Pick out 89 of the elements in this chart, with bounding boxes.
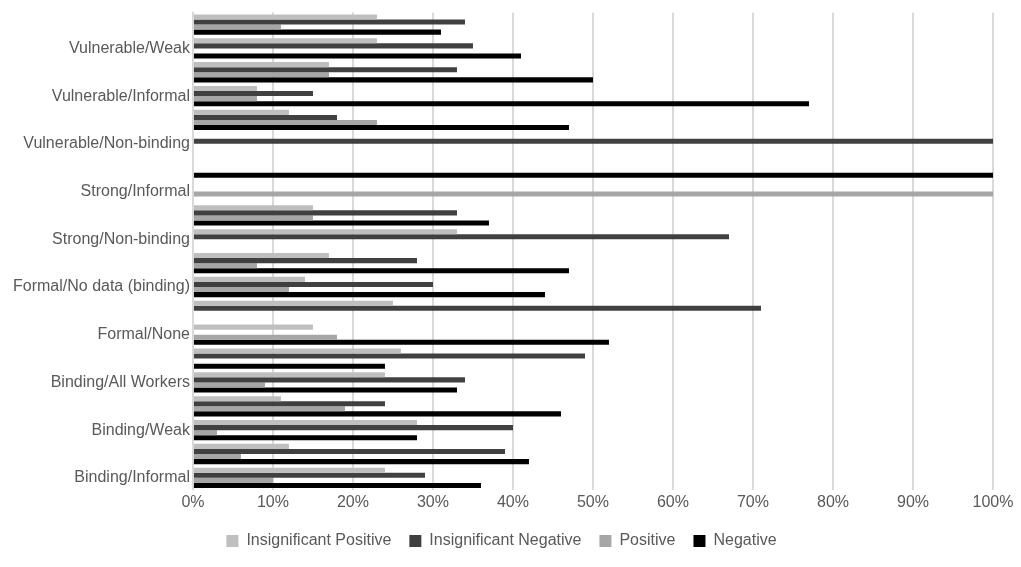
bar xyxy=(193,454,241,460)
bar xyxy=(193,348,401,354)
bar xyxy=(193,229,457,235)
y-tick-label: Formal/No data (binding) xyxy=(13,277,190,295)
bar xyxy=(193,109,289,115)
x-tick-label: 50% xyxy=(576,492,609,510)
bar xyxy=(193,263,257,269)
bar xyxy=(193,382,265,388)
legend-label: Insignificant Positive xyxy=(246,531,392,549)
y-tick-label: Strong/Informal xyxy=(80,181,190,199)
bar xyxy=(193,406,345,412)
bar xyxy=(193,43,473,49)
bar xyxy=(193,477,273,483)
bar xyxy=(193,205,313,211)
legend-label: Negative xyxy=(713,531,777,549)
bar xyxy=(193,281,433,287)
bar xyxy=(193,172,993,178)
bar xyxy=(193,191,993,197)
bar xyxy=(193,396,281,402)
x-tick-label: 10% xyxy=(256,492,289,510)
x-tick-label: 100% xyxy=(972,492,1014,510)
bar xyxy=(193,19,465,25)
bar xyxy=(193,91,313,97)
bar xyxy=(193,372,385,378)
bar xyxy=(193,459,529,465)
bar xyxy=(193,292,545,298)
y-tick-label: Vulnerable/Non-binding xyxy=(23,134,190,152)
x-tick-label: 70% xyxy=(736,492,770,510)
bar xyxy=(193,252,329,259)
bar xyxy=(193,448,505,455)
bar xyxy=(193,125,569,131)
bar xyxy=(193,72,329,78)
bar xyxy=(193,258,417,264)
y-tick-label: Vulnerable/Informal xyxy=(51,86,190,104)
bar xyxy=(193,435,417,441)
bar xyxy=(193,215,313,221)
bar xyxy=(193,411,561,417)
bar xyxy=(193,339,609,345)
x-tick-label: 60% xyxy=(656,492,689,510)
bar xyxy=(193,101,809,107)
x-tick-label: 40% xyxy=(496,492,529,510)
bar xyxy=(193,377,465,383)
bar xyxy=(193,14,377,20)
bar xyxy=(193,62,329,68)
bar xyxy=(193,24,281,30)
bar xyxy=(193,286,289,293)
bar xyxy=(193,276,305,282)
y-tick-label: Binding/All Workers xyxy=(50,372,190,390)
bar xyxy=(193,300,393,306)
bar xyxy=(193,324,313,330)
bar xyxy=(193,210,457,216)
x-tick-label: 90% xyxy=(896,492,930,510)
legend-label: Positive xyxy=(619,531,676,549)
bar xyxy=(193,305,761,311)
bar xyxy=(193,472,425,478)
bar xyxy=(193,467,385,473)
bar xyxy=(193,220,489,226)
bar xyxy=(193,420,417,426)
bar xyxy=(193,38,377,44)
x-tick-label: 20% xyxy=(336,492,369,510)
bar xyxy=(193,96,257,102)
bar xyxy=(193,29,441,35)
y-tick-label: Strong/Non-binding xyxy=(52,229,190,247)
bar xyxy=(193,401,385,407)
bar xyxy=(193,138,993,144)
bar xyxy=(193,53,521,59)
legend-label: Insignificant Negative xyxy=(429,531,582,549)
bar xyxy=(193,119,377,126)
x-tick-label: 80% xyxy=(816,492,850,510)
bar xyxy=(193,425,513,431)
y-tick-label: Vulnerable/Weak xyxy=(69,38,191,56)
bar xyxy=(193,353,585,359)
y-tick-label: Formal/None xyxy=(97,325,191,343)
bar xyxy=(193,234,729,240)
y-tick-label: Binding/Weak xyxy=(91,420,191,438)
x-tick-label: 30% xyxy=(416,492,449,510)
x-tick-label: 0% xyxy=(181,492,205,510)
bar xyxy=(193,268,569,274)
bar xyxy=(193,387,457,393)
bar xyxy=(193,114,337,120)
bar xyxy=(193,482,481,489)
y-tick-label: Binding/Informal xyxy=(74,468,190,486)
bar xyxy=(193,334,337,340)
bar xyxy=(193,430,217,436)
bar xyxy=(193,85,257,92)
bar xyxy=(193,67,457,73)
bar xyxy=(193,363,385,369)
bar xyxy=(193,77,593,83)
bar xyxy=(193,443,289,449)
